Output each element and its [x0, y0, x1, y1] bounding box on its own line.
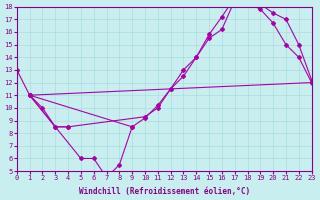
- X-axis label: Windchill (Refroidissement éolien,°C): Windchill (Refroidissement éolien,°C): [79, 187, 250, 196]
